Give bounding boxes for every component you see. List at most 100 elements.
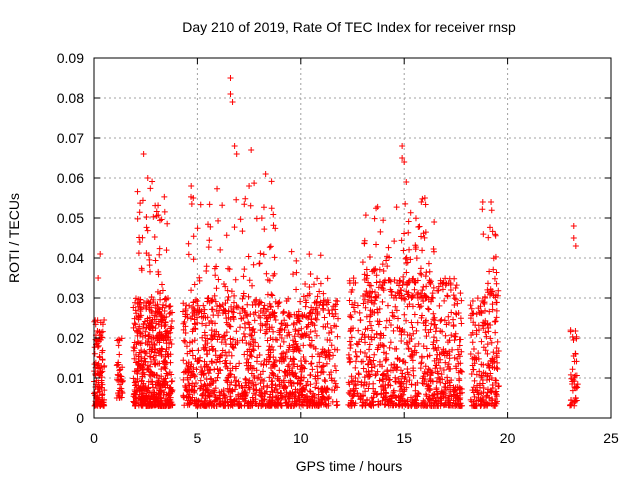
data-point	[484, 389, 491, 396]
data-point	[309, 366, 316, 373]
data-point	[442, 282, 449, 289]
data-point	[227, 393, 234, 400]
data-point	[403, 317, 410, 324]
data-point	[153, 385, 160, 392]
data-point	[571, 384, 578, 391]
data-point	[197, 364, 204, 371]
data-point	[400, 358, 407, 365]
x-tick-label: 10	[293, 430, 309, 446]
data-point	[457, 368, 464, 375]
data-point	[425, 306, 432, 313]
data-point	[151, 349, 158, 356]
data-point	[449, 402, 456, 409]
data-point	[293, 257, 300, 264]
data-point	[199, 368, 206, 375]
data-point	[374, 346, 381, 353]
data-point	[349, 399, 356, 406]
data-point	[458, 389, 465, 396]
data-point	[135, 353, 142, 360]
data-point	[324, 336, 331, 343]
data-point	[366, 341, 373, 348]
data-point	[371, 300, 378, 307]
data-point	[572, 395, 579, 402]
data-point	[324, 320, 331, 327]
data-point	[159, 287, 166, 294]
data-point	[295, 308, 302, 315]
data-point	[242, 309, 249, 316]
data-point	[219, 310, 226, 317]
data-point	[331, 363, 338, 370]
data-point	[274, 337, 281, 344]
data-point	[573, 358, 580, 365]
data-point	[147, 185, 154, 192]
data-point	[249, 282, 256, 289]
data-point	[162, 295, 169, 302]
data-point	[450, 322, 457, 329]
data-point	[371, 215, 378, 222]
data-point	[153, 208, 160, 215]
data-point	[427, 372, 434, 379]
data-point	[261, 357, 268, 364]
data-point	[451, 354, 458, 361]
data-point	[484, 280, 491, 287]
data-point	[288, 383, 295, 390]
data-point	[135, 402, 142, 409]
data-point	[205, 295, 212, 302]
x-tick-label: 15	[396, 430, 412, 446]
data-point	[350, 400, 357, 407]
data-point	[212, 272, 219, 279]
data-point	[363, 381, 370, 388]
data-point	[299, 399, 306, 406]
data-point	[182, 338, 189, 345]
data-point	[183, 343, 190, 350]
data-point	[208, 327, 215, 334]
data-point	[358, 379, 365, 386]
data-point	[229, 387, 236, 394]
chart-title: Day 210 of 2019, Rate Of TEC Index for r…	[182, 19, 516, 35]
data-point	[452, 310, 459, 317]
data-point	[280, 310, 287, 317]
data-point	[96, 353, 103, 360]
data-point	[117, 366, 124, 373]
data-point	[405, 345, 412, 352]
data-point	[379, 285, 386, 292]
data-point	[162, 401, 169, 408]
data-point	[191, 307, 198, 314]
data-point	[180, 337, 187, 344]
data-point	[403, 254, 410, 261]
data-point	[415, 390, 422, 397]
data-point	[260, 368, 267, 375]
data-point	[310, 344, 317, 351]
data-point	[312, 373, 319, 380]
data-point	[211, 265, 218, 272]
y-tick-label: 0.03	[57, 290, 84, 306]
data-point	[234, 339, 241, 346]
data-point	[409, 293, 416, 300]
data-point	[180, 393, 187, 400]
data-point	[418, 294, 425, 301]
data-point	[365, 361, 372, 368]
data-point	[403, 339, 410, 346]
data-point	[426, 367, 433, 374]
data-point	[227, 75, 234, 81]
data-point	[152, 361, 159, 368]
data-point	[430, 310, 437, 317]
data-point	[437, 356, 444, 363]
data-point	[486, 224, 493, 231]
data-point	[138, 377, 145, 384]
data-point	[135, 303, 142, 310]
data-point	[214, 374, 221, 381]
data-point	[196, 277, 203, 284]
y-tick-label: 0.08	[57, 90, 84, 106]
data-point	[208, 297, 215, 304]
data-point	[398, 331, 405, 338]
data-point	[249, 379, 256, 386]
data-point	[362, 304, 369, 311]
data-point	[246, 377, 253, 384]
data-point	[270, 361, 277, 368]
data-point	[137, 314, 144, 321]
data-point	[266, 343, 273, 350]
data-point	[363, 353, 370, 360]
data-point	[406, 301, 413, 308]
data-point	[300, 354, 307, 361]
